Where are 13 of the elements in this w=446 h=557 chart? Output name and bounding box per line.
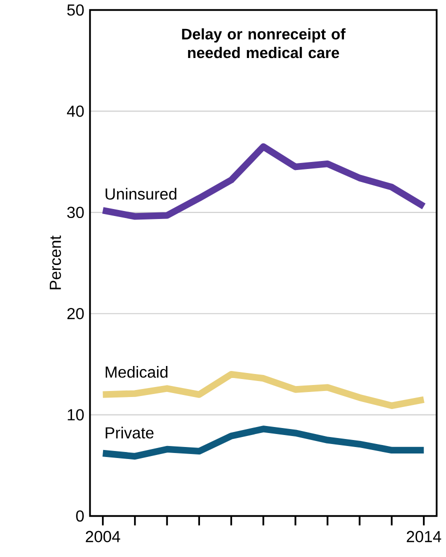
series-label: Medicaid	[106, 366, 168, 378]
y-tick-label: 10	[68, 409, 84, 420]
y-tick-label: 40	[66, 106, 84, 117]
y-axis-title: Percent	[50, 236, 61, 290]
y-tick-label: 20	[67, 308, 84, 320]
x-tick-label: 2004	[86, 530, 120, 542]
y-tick-label: 0	[76, 510, 84, 522]
y-tick-label: 30	[67, 206, 84, 218]
text: Delay or nonreceipt of needed medical care	[182, 28, 346, 58]
series-label: Uninsured	[106, 188, 176, 200]
y-tick-label: 50	[67, 4, 84, 16]
series-label: Private	[106, 426, 154, 438]
x-tick-label: 2014	[406, 530, 442, 542]
